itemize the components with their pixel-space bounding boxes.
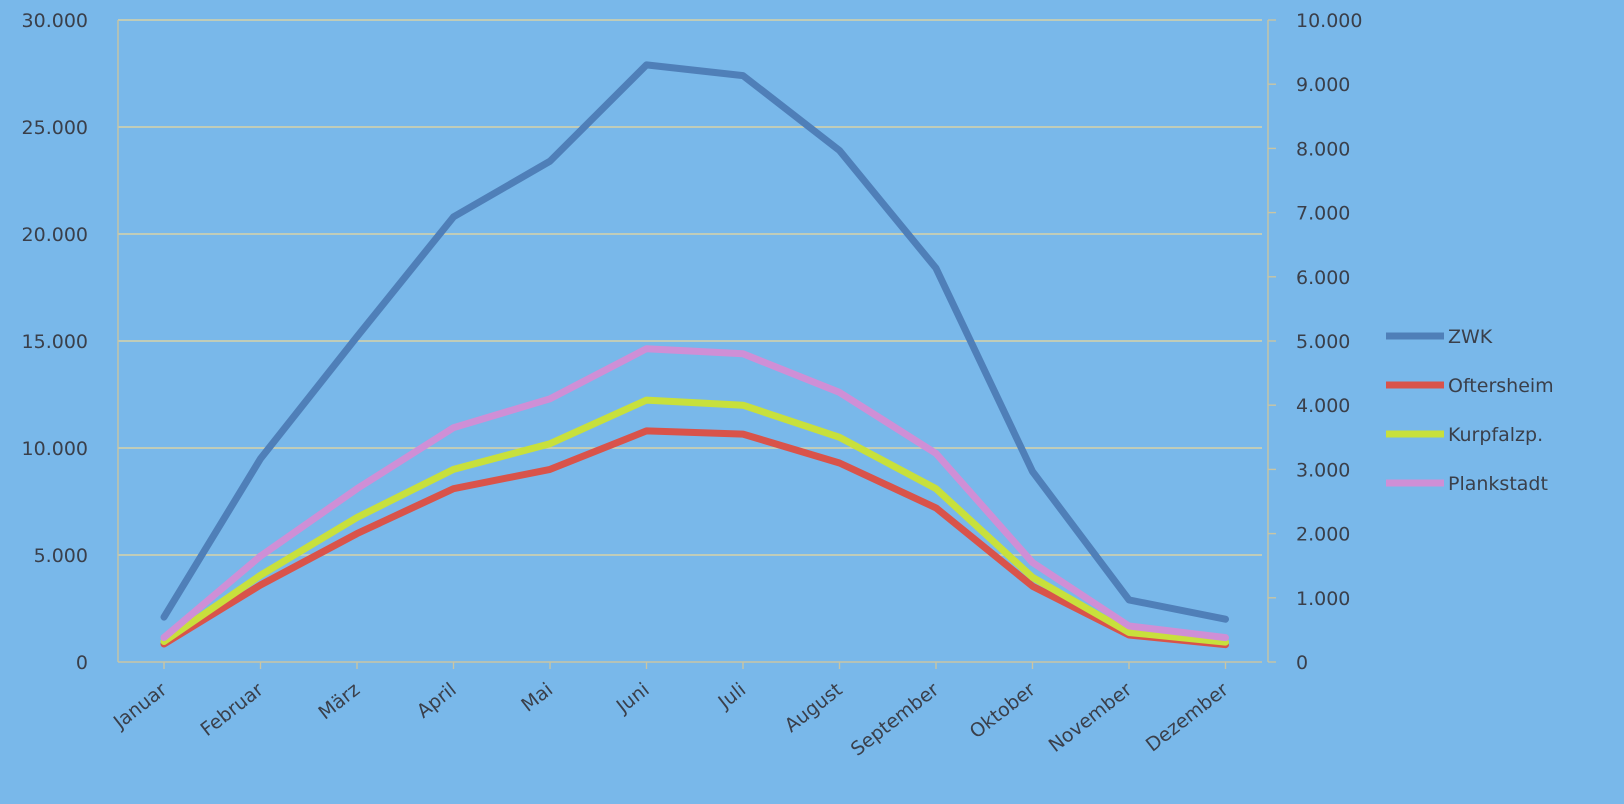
gridlines [118,19,1262,556]
y-right-tick-label: 0 [1296,652,1308,674]
legend-label-zwk: ZWK [1448,326,1493,348]
series-line-zwk [160,61,1229,623]
y-right-tick-label: 4.000 [1296,395,1350,417]
y-right-tick-label: 7.000 [1296,203,1350,225]
y-left-tick-label: 20.000 [22,224,88,246]
y-left-tick-label: 0 [76,652,88,674]
series-lines [160,61,1229,649]
series-line-plankstadt [160,345,1229,642]
y-right-tick-label: 8.000 [1296,138,1350,160]
y-right-tick-label: 1.000 [1296,588,1350,610]
y-right-tick-label: 10.000 [1296,10,1362,32]
legend-label-plankstadt: Plankstadt [1448,473,1548,495]
y-right-tick-label: 5.000 [1296,331,1350,353]
legend-label-oftersheim: Oftersheim [1448,375,1554,397]
y-right-tick-label: 2.000 [1296,524,1350,546]
y-left-tick-label: 15.000 [22,331,88,353]
y-right-tick-label: 3.000 [1296,459,1350,481]
y-left-tick-label: 25.000 [22,117,88,139]
y-right-tick-label: 9.000 [1296,74,1350,96]
y-left-tick-label: 30.000 [22,10,88,32]
series-line-oftersheim [160,427,1229,649]
y-left-tick-label: 5.000 [34,545,88,567]
y-right-tick-label: 6.000 [1296,267,1350,289]
y-left-tick-label: 10.000 [22,438,88,460]
legend-label-kurpfalzp: Kurpfalzp. [1448,424,1543,446]
legend: ZWK Oftersheim Kurpfalzp. Plankstadt [1386,326,1554,495]
series-line-kurpfalzp [160,396,1229,646]
